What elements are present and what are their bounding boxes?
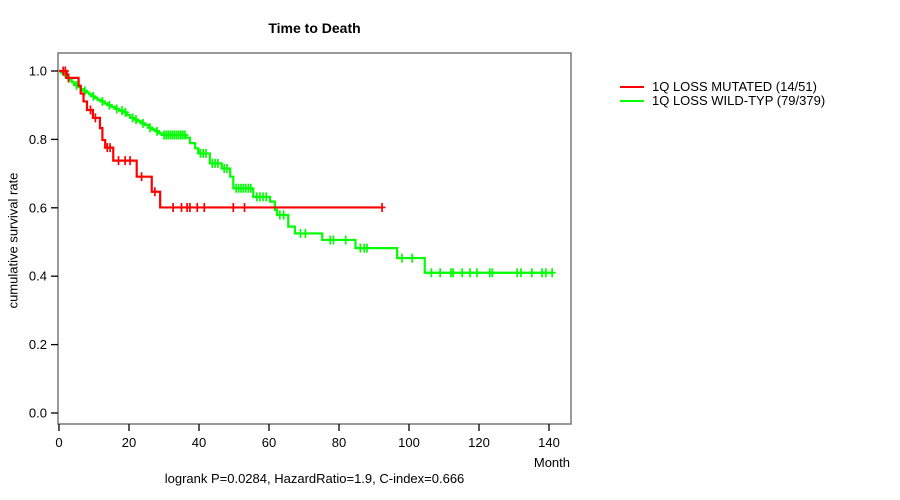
x-tick-label: 140 [538, 435, 560, 450]
chart-title: Time to Death [268, 20, 361, 36]
y-tick-label: 0.6 [29, 200, 47, 215]
x-tick-label: 40 [192, 435, 206, 450]
legend-line-green-icon [620, 99, 644, 102]
x-tick-label: 80 [332, 435, 346, 450]
censor-marks-mutated [59, 66, 386, 212]
y-tick-label: 0.8 [29, 132, 47, 147]
legend-item-mutated: 1Q LOSS MUTATED (14/51) [620, 79, 825, 94]
y-tick-label: 1.0 [29, 64, 47, 79]
censor-marks-wildtype [65, 73, 556, 278]
y-tick-label: 0.0 [29, 406, 47, 421]
stats-annotation: logrank P=0.0284, HazardRatio=1.9, C-ind… [164, 471, 465, 486]
survival-curve-wildtype [59, 69, 553, 274]
x-tick-label: 100 [398, 435, 420, 450]
y-tick-label: 0.2 [29, 337, 47, 352]
legend: 1Q LOSS MUTATED (14/51) 1Q LOSS WILD-TYP… [620, 79, 826, 108]
y-tick-label: 0.4 [29, 269, 47, 284]
survival-curve-mutated [59, 69, 383, 209]
plot-frame [57, 52, 572, 425]
x-axis-unit-label: Month [533, 455, 570, 470]
legend-item-wildtype: 1Q LOSS WILD-TYP (79/379) [620, 93, 826, 108]
legend-label: 1Q LOSS MUTATED (14/51) [652, 79, 817, 94]
x-tick-label: 20 [122, 435, 136, 450]
legend-label: 1Q LOSS WILD-TYP (79/379) [652, 93, 826, 108]
x-tick-label: 120 [468, 435, 490, 450]
y-axis-title: cumulative survival rate [5, 172, 21, 309]
x-tick-label: 60 [262, 435, 276, 450]
legend-line-red-icon [620, 85, 644, 88]
x-tick-label: 0 [55, 435, 62, 450]
